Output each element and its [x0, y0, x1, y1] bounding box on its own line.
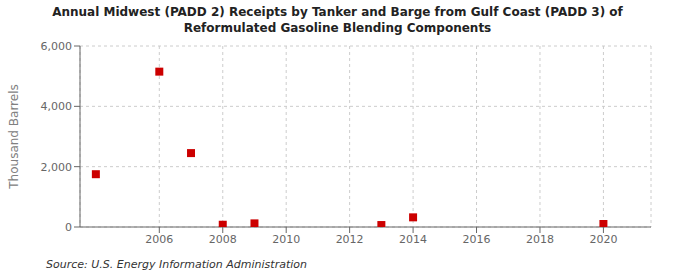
svg-text:6,000: 6,000	[41, 40, 73, 53]
svg-text:2012: 2012	[336, 233, 364, 246]
svg-text:2016: 2016	[463, 233, 491, 246]
svg-text:2006: 2006	[145, 233, 173, 246]
svg-text:2010: 2010	[272, 233, 300, 246]
svg-text:2020: 2020	[589, 233, 617, 246]
html-text:Annual Midwest (PADD 2) Receip: Annual Midwest (PADD 2) Receipts by Tank…	[52, 5, 623, 19]
svg-text:2,000: 2,000	[41, 161, 73, 174]
html-text:Source: U.S. Energy Informatio: Source: U.S. Energy Information Administ…	[46, 258, 307, 271]
svg-text:0: 0	[65, 221, 72, 234]
html-text:Reformulated Gasoline Blending: Reformulated Gasoline Blending Component…	[183, 21, 492, 35]
svg-text:4,000: 4,000	[41, 100, 73, 113]
svg-text:2018: 2018	[526, 233, 554, 246]
svg-text:2008: 2008	[209, 233, 237, 246]
svg-text:2014: 2014	[399, 233, 427, 246]
svg-text:Thousand Barrels: Thousand Barrels	[8, 84, 21, 189]
